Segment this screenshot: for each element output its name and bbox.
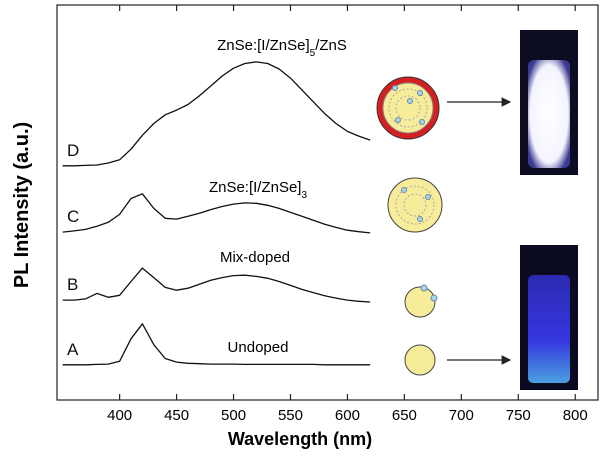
annotation: ZnSe:[I/ZnSe]3 bbox=[209, 179, 308, 201]
annotation-subscript: 3 bbox=[301, 190, 307, 201]
series-label: D bbox=[67, 141, 79, 160]
chart: Wavelength (nm) PL Intensity (a.u.) 400 4… bbox=[0, 0, 601, 456]
x-tick-label: 700 bbox=[449, 407, 474, 424]
annotation-text: /ZnS bbox=[315, 37, 347, 54]
x-tick-label: 800 bbox=[563, 407, 588, 424]
annotation: ZnSe:[I/ZnSe]5/ZnS bbox=[217, 37, 347, 59]
line bbox=[63, 268, 371, 302]
annotation: Mix-doped bbox=[220, 249, 290, 266]
line bbox=[63, 324, 371, 365]
line bbox=[63, 62, 371, 166]
x-tick-label: 450 bbox=[164, 407, 189, 424]
annotation: Undoped bbox=[228, 339, 289, 356]
illustrations bbox=[377, 30, 578, 390]
series-label: C bbox=[67, 207, 79, 226]
x-axis-title: Wavelength (nm) bbox=[228, 429, 372, 449]
x-tick-label: 550 bbox=[278, 407, 303, 424]
series-label: B bbox=[67, 275, 78, 294]
x-tick-label: 750 bbox=[506, 407, 531, 424]
line bbox=[63, 194, 371, 233]
plot-frame bbox=[57, 5, 598, 400]
series-label: A bbox=[67, 340, 79, 359]
x-tick-label: 500 bbox=[221, 407, 246, 424]
annotation-text: Mix-doped bbox=[220, 249, 290, 266]
annotation-text: ZnSe:[I/ZnSe] bbox=[209, 179, 302, 196]
annotation-text: ZnSe:[I/ZnSe] bbox=[217, 37, 310, 54]
x-tick-label: 400 bbox=[107, 407, 132, 424]
x-tick-label: 600 bbox=[335, 407, 360, 424]
y-axis-title: PL Intensity (a.u.) bbox=[11, 122, 33, 288]
x-tick-label: 650 bbox=[392, 407, 417, 424]
annotation-text: Undoped bbox=[228, 339, 289, 356]
